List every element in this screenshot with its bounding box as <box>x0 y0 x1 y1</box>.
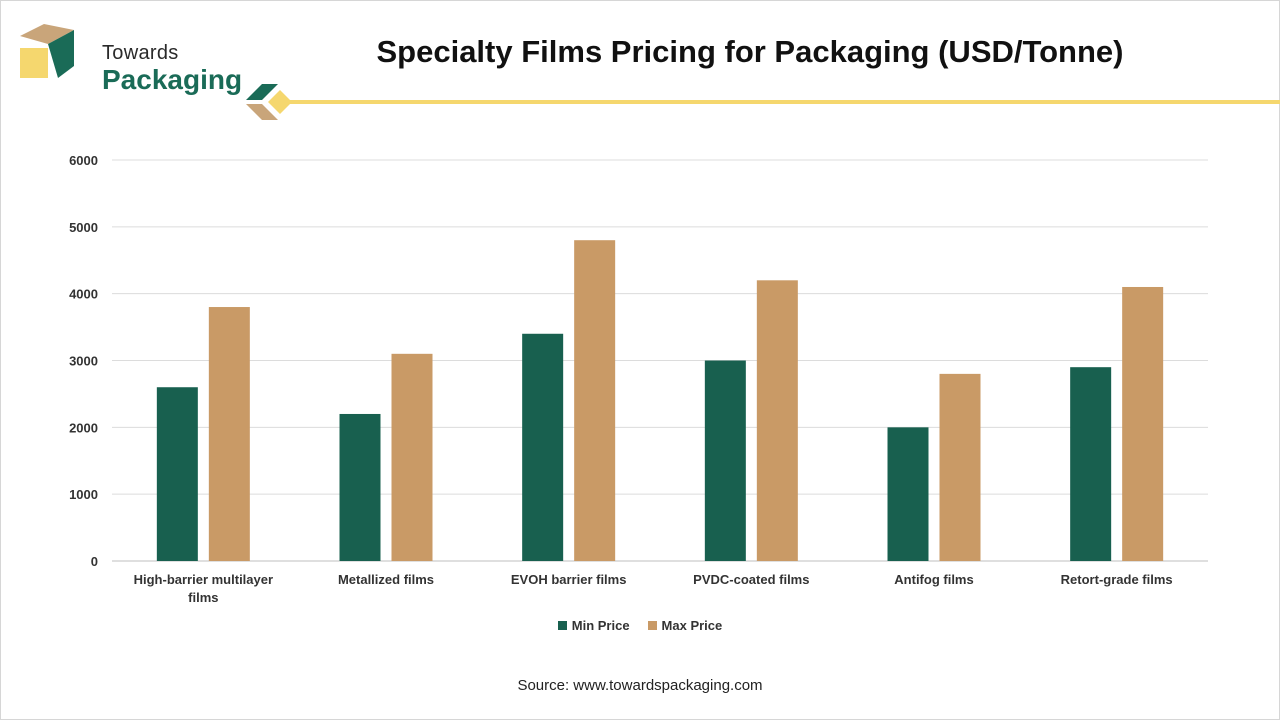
bar-max-price <box>391 353 433 561</box>
brand-name-line1: Towards <box>102 42 179 64</box>
bar-max-price <box>1122 286 1164 561</box>
bar-min-price <box>339 413 381 561</box>
chart-legend: Min Price Max Price <box>0 618 1280 633</box>
brand-name-line2: Packaging <box>102 64 243 95</box>
source-note: Source: www.towardspackaging.com <box>517 677 763 694</box>
bar-min-price <box>704 360 746 561</box>
legend-item-min: Min Price <box>557 618 630 633</box>
bar-min-price <box>156 387 198 561</box>
x-category-label: High-barrier multilayer films <box>134 572 273 605</box>
y-tick-label: 3000 <box>69 354 98 369</box>
x-category-label: EVOH barrier films <box>511 572 627 587</box>
legend-label-max: Max Price <box>661 618 723 633</box>
y-tick-label: 5000 <box>69 220 98 235</box>
legend-label-min: Min Price <box>571 618 630 633</box>
y-tick-label: 6000 <box>69 153 98 168</box>
x-category-label: Metallized films <box>338 572 434 587</box>
legend-swatch-max <box>647 621 657 630</box>
y-tick-label: 2000 <box>69 420 98 435</box>
y-tick-label: 1000 <box>69 487 98 502</box>
bar-max-price <box>208 307 250 561</box>
bar-max-price <box>574 240 616 561</box>
bar-min-price <box>887 427 929 561</box>
legend-item-max: Max Price <box>647 618 723 633</box>
title-accent-line <box>246 84 1280 120</box>
y-tick-label: 4000 <box>69 287 98 302</box>
bar-min-price <box>522 333 564 561</box>
bar-min-price <box>1070 367 1112 561</box>
x-category-label: Retort-grade films <box>1061 572 1173 587</box>
x-category-label: PVDC-coated films <box>693 572 809 587</box>
logo-box-icon <box>20 24 74 78</box>
brand-logo: Towards Packaging <box>18 22 248 95</box>
bar-max-price <box>756 280 798 561</box>
bar-max-price <box>939 373 981 561</box>
y-tick-label: 0 <box>91 554 98 569</box>
legend-swatch-min <box>557 621 567 630</box>
x-category-label: Antifog films <box>894 572 973 587</box>
chart-title: Specialty Films Pricing for Packaging (U… <box>376 34 1124 69</box>
